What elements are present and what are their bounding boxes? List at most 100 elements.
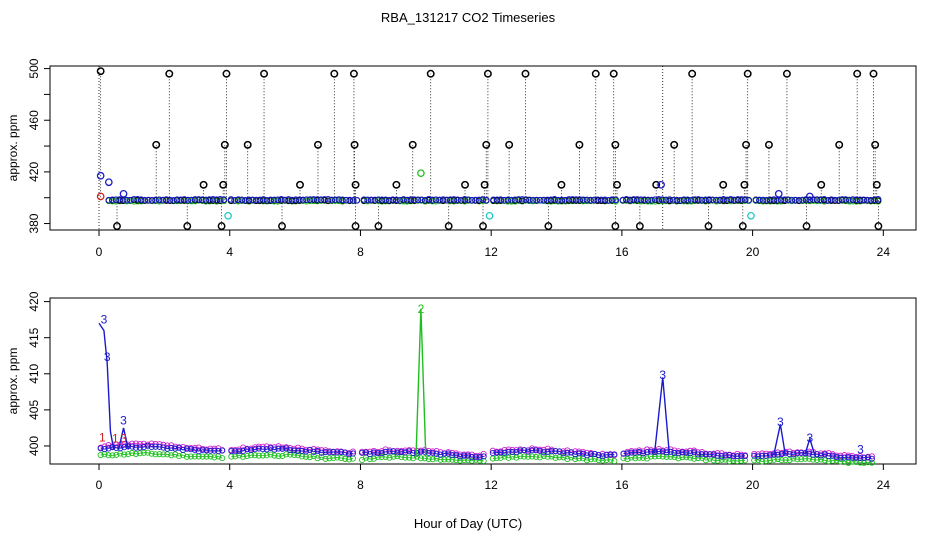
- top-baseline-point: [349, 196, 357, 204]
- bottom-series-point: [853, 454, 860, 461]
- top-baseline-point: [292, 196, 300, 203]
- bottom-series-point: [275, 453, 282, 460]
- bottom-series-point: [643, 449, 651, 456]
- bottom-x-tick-label: 16: [615, 478, 629, 492]
- top-baseline-point: [242, 196, 249, 204]
- top-baseline-point: [587, 196, 594, 204]
- top-baseline-point: [562, 196, 569, 204]
- top-baseline-point: [687, 196, 695, 204]
- top-baseline-point: [572, 196, 580, 203]
- bottom-series-point: [437, 451, 444, 458]
- top-spike-point: [652, 180, 661, 189]
- top-baseline-point: [666, 196, 673, 203]
- bottom-series-point: [540, 449, 547, 456]
- bottom-series-point: [172, 443, 179, 450]
- bottom-series-point: [314, 455, 321, 462]
- bottom-series-line: [754, 458, 872, 464]
- bottom-point-label: 3: [806, 431, 813, 445]
- bottom-series-point: [219, 447, 226, 454]
- top-baseline-point: [860, 196, 868, 204]
- top-baseline-point: [799, 196, 806, 204]
- top-spike-point: [296, 180, 304, 189]
- bottom-point-label: 3: [120, 414, 127, 428]
- top-spike-point: [444, 222, 453, 231]
- top-baseline-point: [695, 196, 702, 203]
- bottom-series-point: [168, 452, 175, 459]
- top-baseline-point: [691, 196, 699, 203]
- bottom-series-point: [156, 443, 163, 450]
- bottom-series-point: [489, 449, 496, 457]
- top-baseline-point: [411, 196, 418, 203]
- top-spike-point: [871, 140, 880, 149]
- bottom-series-point: [275, 445, 282, 452]
- bottom-series-point: [714, 452, 721, 459]
- bottom-series-point: [857, 459, 864, 466]
- top-baseline-point: [274, 196, 282, 204]
- top-baseline-point: [306, 196, 314, 203]
- top-baseline-point: [421, 196, 429, 204]
- bottom-series-point: [786, 457, 793, 464]
- bottom-series-point: [624, 456, 631, 463]
- bottom-series-point: [659, 448, 666, 455]
- bottom-series-point: [191, 445, 198, 452]
- bottom-series-point: [536, 447, 543, 454]
- top-baseline-point: [856, 196, 864, 204]
- bottom-series-point: [476, 454, 483, 461]
- bottom-series-point: [468, 457, 475, 464]
- bottom-series-point: [125, 451, 132, 458]
- top-baseline-point: [741, 196, 749, 203]
- top-baseline-point: [105, 196, 113, 204]
- top-baseline-point: [508, 196, 515, 204]
- bottom-series-line: [231, 447, 354, 455]
- bottom-series-point: [821, 451, 828, 458]
- top-spike-point: [260, 69, 268, 78]
- bottom-series-point: [140, 449, 147, 456]
- top-baseline-point: [536, 196, 544, 204]
- bottom-series-point: [236, 452, 243, 459]
- bottom-series-point: [195, 448, 202, 455]
- top-baseline-point: [385, 196, 393, 204]
- top-spike-point: [869, 69, 878, 78]
- top-spike-point: [670, 140, 679, 149]
- bottom-series-point: [191, 446, 198, 453]
- bottom-series-point: [148, 450, 155, 457]
- bottom-series-point: [667, 448, 674, 455]
- bottom-series-point: [489, 447, 496, 454]
- top-baseline-point: [432, 196, 440, 203]
- bottom-series-point: [845, 459, 852, 466]
- bottom-series-point: [394, 449, 401, 456]
- top-x-axis: 0 4 8 12 16 20 24: [96, 230, 890, 259]
- bottom-series-point: [378, 450, 385, 457]
- bottom-series-point: [611, 451, 618, 458]
- bottom-point-label: 3: [659, 368, 666, 382]
- top-baseline-point: [493, 196, 501, 204]
- top-spike-point: [461, 180, 469, 189]
- top-baseline-point: [148, 196, 156, 204]
- top-baseline-point: [324, 195, 332, 203]
- top-baseline-point: [116, 196, 123, 203]
- bottom-series-point: [345, 451, 353, 458]
- top-baseline-point: [346, 196, 353, 204]
- bottom-series-point: [505, 448, 512, 455]
- bottom-series-point: [611, 458, 618, 465]
- bottom-series-line: [231, 453, 354, 460]
- top-baseline-point: [389, 196, 397, 204]
- top-baseline-point: [846, 196, 853, 204]
- top-baseline-point: [759, 196, 767, 204]
- bottom-y-axis-label: approx. ppm: [6, 348, 20, 415]
- bottom-series-point: [849, 453, 856, 460]
- top-baseline-point: [281, 196, 289, 204]
- bottom-series-point: [730, 453, 737, 460]
- top-spike-point: [330, 69, 339, 78]
- top-outlier-point: [119, 189, 128, 198]
- top-baseline-point: [874, 196, 882, 203]
- bottom-series-point: [228, 447, 235, 455]
- bottom-series-point: [532, 447, 539, 454]
- top-baseline-point: [457, 196, 465, 204]
- bottom-series-point: [845, 453, 852, 461]
- bottom-x-tick-label: 4: [226, 478, 233, 492]
- top-y-axis: 380 420 460 500: [27, 58, 50, 234]
- top-spike-point: [817, 180, 826, 189]
- top-spike-point: [374, 222, 383, 231]
